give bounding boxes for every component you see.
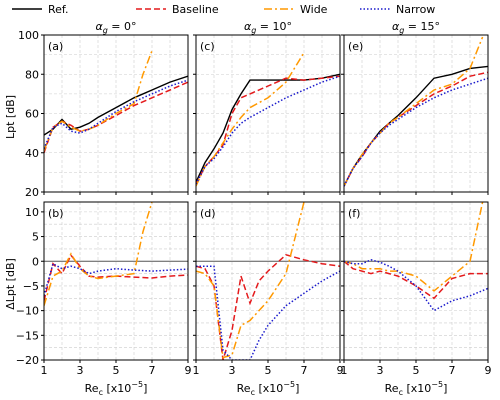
- series-narrow: [344, 77, 488, 187]
- series-group: [344, 202, 488, 312]
- series-narrow: [196, 75, 340, 185]
- panel-d: (d) 1 3 5 7 9 Rec [x10−5]: [193, 201, 344, 397]
- series-wide: [196, 202, 305, 359]
- series-ref: [196, 73, 340, 183]
- grid: [195, 202, 341, 361]
- x-axis-label: Rec [x10−5]: [385, 380, 448, 397]
- x-tick-label: 7: [149, 364, 156, 377]
- panel-label: (c): [200, 40, 215, 53]
- x-tick-label: 1: [341, 364, 348, 377]
- grid: [343, 34, 489, 193]
- x-tick-label: 1: [41, 364, 48, 377]
- panel-b: (b) −20 −15 −10 −5 0 5 10 1 3 5 7 9 Rec [x10−5]: [16, 201, 192, 397]
- legend: Ref. Baseline Wide Narrow: [12, 3, 435, 16]
- x-tick-label: 7: [449, 364, 456, 377]
- panel-frame: [43, 201, 189, 361]
- legend-item-narrow: Narrow: [360, 3, 435, 16]
- series-wide: [196, 52, 305, 187]
- series-group: [44, 202, 188, 306]
- x-tick-label: 5: [265, 364, 272, 377]
- panel-label: (a): [48, 40, 63, 53]
- legend-label: Narrow: [396, 3, 435, 16]
- x-tick-label: 5: [113, 364, 120, 377]
- panel-e: (e): [341, 34, 489, 195]
- series-group: [344, 36, 488, 187]
- panel-label: (b): [48, 207, 64, 220]
- x-tick-label: 3: [377, 364, 384, 377]
- x-tick-label: 1: [193, 364, 200, 377]
- legend-label: Baseline: [172, 3, 219, 16]
- column-title: αg = 0°: [95, 20, 136, 35]
- column-titles: αg = 0° αg = 10° αg = 15°: [95, 20, 440, 35]
- y-tick-label: 0: [32, 255, 39, 268]
- series-baseline: [344, 71, 488, 187]
- series-group: [196, 52, 340, 187]
- y-tick-label: −5: [23, 280, 39, 293]
- series-wide: [344, 202, 484, 292]
- y-axis-label-top: Lpt [dB]: [4, 95, 17, 139]
- column-title: αg = 10°: [244, 20, 292, 35]
- series-narrow: [44, 79, 188, 150]
- column-title: αg = 15°: [392, 20, 440, 35]
- grid: [195, 34, 341, 193]
- x-axis-label: Rec [x10−5]: [237, 380, 300, 397]
- y-tick-label: 40: [25, 147, 39, 160]
- legend-item-baseline: Baseline: [136, 3, 219, 16]
- panel-c: (c): [193, 34, 341, 195]
- legend-label: Wide: [300, 3, 328, 16]
- y-tick-label: 5: [32, 231, 39, 244]
- y-tick-label: 20: [25, 186, 39, 199]
- x-tick-label: 5: [413, 364, 420, 377]
- panel-label: (d): [200, 207, 216, 220]
- grid: [43, 34, 189, 193]
- y-tick-label: 80: [25, 68, 39, 81]
- series-narrow: [196, 265, 340, 360]
- y-axis-label-bottom: ΔLpt [dB]: [4, 258, 17, 310]
- series-group: [196, 202, 340, 360]
- x-tick-label: 3: [77, 364, 84, 377]
- legend-label: Ref.: [48, 3, 69, 16]
- series-wide: [44, 202, 153, 306]
- grid: [343, 202, 489, 361]
- legend-item-wide: Wide: [264, 3, 328, 16]
- series-wide: [344, 36, 484, 187]
- x-tick-label: 3: [229, 364, 236, 377]
- y-tick-label: 100: [18, 29, 39, 42]
- y-tick-label: −15: [16, 329, 39, 342]
- y-tick-label: 60: [25, 108, 39, 121]
- series-baseline: [196, 253, 340, 360]
- panel-frame: [343, 201, 489, 361]
- panels: (a) 20 40 60 80 100 (c) (e) (b) −20 −15 −10 −5 0 5 10 1 3…: [16, 29, 492, 397]
- x-tick-label: 7: [301, 364, 308, 377]
- x-tick-label: 9: [485, 364, 492, 377]
- x-tick-label: 9: [185, 364, 192, 377]
- panel-label: (e): [348, 40, 363, 53]
- y-tick-label: −10: [16, 305, 39, 318]
- series-narrow: [44, 262, 188, 297]
- series-baseline: [344, 260, 488, 300]
- panel-f: (f) 1 3 5 7 9 Rec [x10−5]: [341, 201, 492, 397]
- grid: [43, 202, 189, 361]
- legend-item-ref: Ref.: [12, 3, 69, 16]
- panel-frame: [195, 201, 341, 361]
- y-tick-label: 10: [25, 206, 39, 219]
- x-tick-label: 9: [337, 364, 344, 377]
- x-axis-label: Rec [x10−5]: [85, 380, 148, 397]
- y-tick-label: −20: [16, 354, 39, 367]
- series-group: [44, 50, 188, 154]
- panel-a: (a) 20 40 60 80 100: [18, 29, 189, 199]
- series-ref: [44, 75, 188, 136]
- panel-label: (f): [348, 207, 360, 220]
